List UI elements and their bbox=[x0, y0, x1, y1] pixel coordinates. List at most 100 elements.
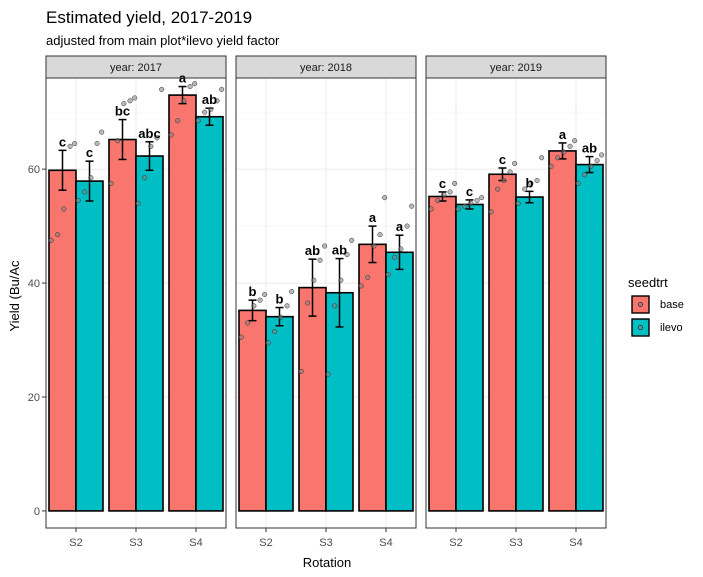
y-tick-label: 20 bbox=[28, 392, 40, 404]
data-point bbox=[344, 252, 350, 258]
data-point bbox=[192, 81, 198, 87]
data-point bbox=[392, 254, 398, 260]
data-point bbox=[515, 200, 521, 206]
y-axis: 0 20 40 60 bbox=[28, 164, 46, 518]
data-point bbox=[349, 237, 355, 243]
data-point bbox=[175, 118, 181, 124]
data-point bbox=[202, 109, 208, 115]
data-point bbox=[278, 314, 284, 320]
data-point bbox=[365, 274, 371, 280]
data-point bbox=[305, 300, 311, 306]
data-point bbox=[462, 203, 468, 209]
significance-label: b bbox=[249, 284, 257, 299]
facet-strip-label: year: 2019 bbox=[490, 62, 542, 74]
data-point bbox=[495, 186, 501, 192]
data-point bbox=[154, 135, 160, 141]
significance-label: ab bbox=[332, 243, 347, 258]
data-point bbox=[284, 303, 290, 309]
data-point bbox=[289, 289, 295, 295]
data-point bbox=[594, 158, 600, 164]
significance-label: a bbox=[559, 127, 567, 142]
data-point bbox=[575, 180, 581, 186]
data-point bbox=[262, 291, 268, 298]
significance-label: abc bbox=[138, 126, 160, 141]
data-point bbox=[187, 83, 193, 90]
bar-ilevo bbox=[265, 315, 294, 512]
data-point bbox=[338, 277, 344, 283]
data-point bbox=[501, 177, 507, 184]
data-point bbox=[452, 180, 458, 186]
bar-ilevo bbox=[385, 251, 414, 512]
data-point bbox=[409, 203, 415, 209]
data-point bbox=[317, 257, 323, 263]
data-point bbox=[132, 95, 138, 101]
bar-base bbox=[428, 195, 457, 512]
data-point bbox=[148, 143, 154, 149]
bar-ilevo bbox=[135, 155, 164, 512]
data-point bbox=[88, 175, 94, 181]
data-point bbox=[382, 195, 388, 201]
data-point bbox=[332, 303, 338, 309]
data-point bbox=[127, 98, 133, 104]
x-tick-label: S2 bbox=[69, 537, 82, 549]
data-point bbox=[572, 138, 578, 144]
significance-label: c bbox=[439, 176, 446, 191]
significance-label: c bbox=[499, 152, 506, 167]
data-point bbox=[108, 180, 114, 186]
significance-label: b bbox=[276, 292, 284, 307]
significance-label: ab bbox=[202, 92, 217, 107]
data-point bbox=[582, 172, 588, 178]
data-point bbox=[528, 180, 534, 186]
data-point bbox=[371, 243, 377, 249]
data-point bbox=[474, 197, 480, 204]
bar-ilevo bbox=[515, 196, 544, 512]
data-point bbox=[94, 140, 100, 147]
legend-point-base bbox=[637, 301, 644, 308]
data-point bbox=[265, 340, 271, 346]
data-point bbox=[455, 206, 461, 212]
bar-base bbox=[488, 173, 517, 512]
legend: seedtrt base ilevo bbox=[628, 275, 684, 337]
data-point bbox=[61, 206, 67, 212]
data-point bbox=[168, 132, 174, 138]
data-point bbox=[567, 143, 573, 149]
data-point bbox=[72, 140, 78, 147]
data-point bbox=[534, 177, 540, 184]
x-tick-label: S4 bbox=[569, 537, 582, 549]
x-tick-label: S3 bbox=[129, 537, 142, 549]
data-point bbox=[298, 368, 304, 374]
data-point bbox=[561, 149, 567, 155]
x-tick-label: S2 bbox=[449, 537, 462, 549]
data-point bbox=[121, 101, 127, 107]
chart-title: Estimated yield, 2017-2019 bbox=[46, 8, 252, 27]
data-point bbox=[142, 175, 148, 181]
y-tick-label: 0 bbox=[34, 506, 40, 518]
facet-strip-label: year: 2017 bbox=[110, 62, 162, 74]
x-tick-label: S3 bbox=[509, 537, 522, 549]
data-point bbox=[115, 138, 121, 144]
chart-subtitle: adjusted from main plot*ilevo yield fact… bbox=[46, 33, 280, 48]
bar-base bbox=[298, 286, 327, 512]
significance-label: b bbox=[526, 175, 534, 190]
data-point bbox=[548, 163, 554, 169]
bar-base bbox=[238, 309, 267, 512]
bar-base bbox=[548, 150, 577, 512]
data-point bbox=[385, 271, 391, 278]
data-point bbox=[522, 186, 528, 192]
legend-label-ilevo: ilevo bbox=[660, 322, 683, 334]
data-point bbox=[377, 232, 383, 238]
bar-ilevo bbox=[75, 180, 104, 512]
significance-label: a bbox=[396, 219, 404, 234]
legend-point-ilevo bbox=[637, 324, 644, 331]
data-point bbox=[479, 195, 485, 201]
data-point bbox=[272, 328, 278, 335]
bar-base bbox=[168, 94, 197, 512]
data-point bbox=[588, 163, 594, 169]
significance-label: ab bbox=[305, 243, 320, 258]
legend-title: seedtrt bbox=[628, 275, 668, 290]
data-point bbox=[82, 189, 88, 195]
data-point bbox=[447, 189, 453, 195]
